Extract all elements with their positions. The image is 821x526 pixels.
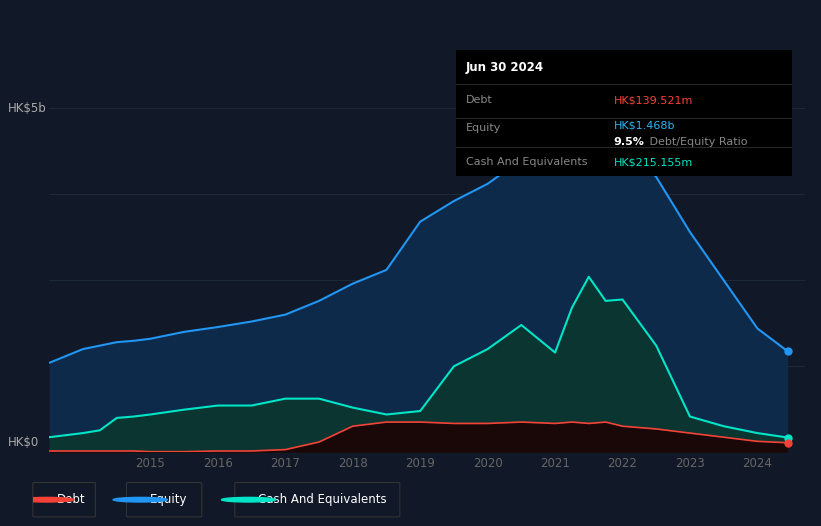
- Circle shape: [20, 498, 74, 502]
- Text: Equity: Equity: [466, 123, 501, 133]
- Text: Cash And Equivalents: Cash And Equivalents: [259, 493, 387, 506]
- Text: Cash And Equivalents: Cash And Equivalents: [466, 157, 587, 167]
- Text: HK$215.155m: HK$215.155m: [614, 157, 693, 167]
- Text: 9.5%: 9.5%: [614, 137, 644, 147]
- Text: Debt: Debt: [466, 95, 493, 106]
- Text: HK$1.468b: HK$1.468b: [614, 120, 676, 131]
- Text: Equity: Equity: [150, 493, 187, 506]
- Text: Jun 30 2024: Jun 30 2024: [466, 60, 544, 74]
- Circle shape: [113, 498, 167, 502]
- Text: HK$0: HK$0: [7, 436, 39, 449]
- Text: HK$5b: HK$5b: [7, 102, 47, 115]
- Circle shape: [222, 498, 276, 502]
- Text: Debt: Debt: [57, 493, 85, 506]
- Text: Debt/Equity Ratio: Debt/Equity Ratio: [646, 137, 747, 147]
- Text: HK$139.521m: HK$139.521m: [614, 95, 693, 106]
